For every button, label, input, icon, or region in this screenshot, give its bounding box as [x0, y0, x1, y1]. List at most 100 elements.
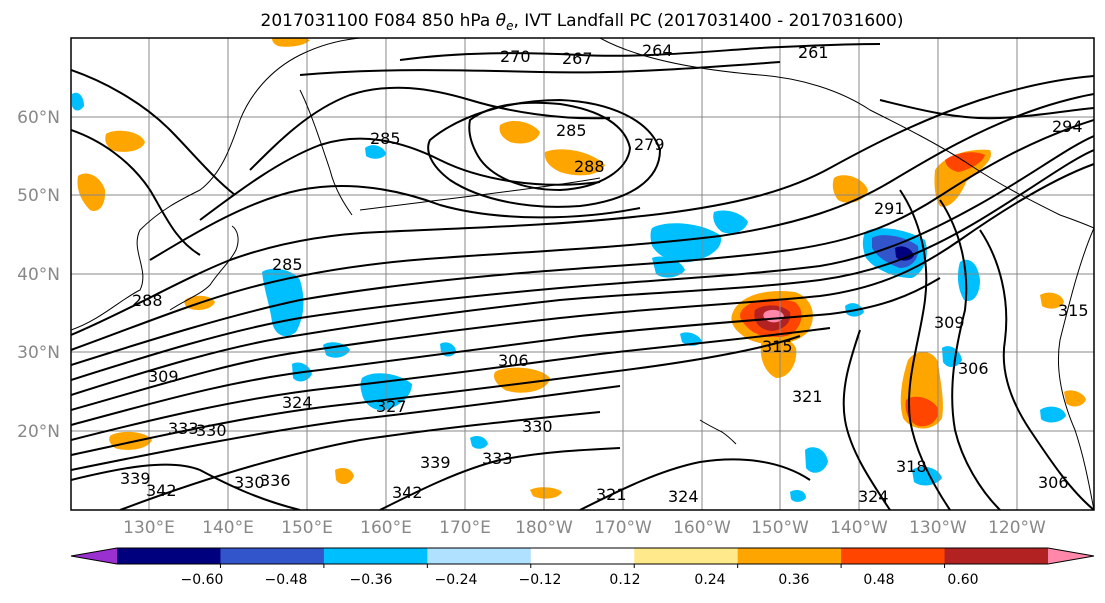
- contour-label: 279: [634, 135, 665, 154]
- colorbar-tick-label: −0.24: [435, 572, 478, 588]
- contour-line: [71, 75, 1094, 336]
- colorbar-tick-label: 0.12: [609, 572, 640, 588]
- contour-line: [149, 185, 641, 261]
- negative-anomaly-patch: [680, 332, 702, 346]
- contour-line: [899, 189, 951, 510]
- contour-label: 342: [146, 481, 177, 500]
- contour-label: 291: [874, 199, 905, 218]
- negative-anomaly-patch: [1040, 406, 1066, 423]
- colorbar-tick-label: 0.48: [863, 572, 894, 588]
- positive-anomaly-patch: [905, 396, 939, 427]
- colorbar-tick-label: −0.12: [519, 572, 562, 588]
- colorbar-segments: [71, 548, 1094, 564]
- contour-label: 330: [522, 417, 553, 436]
- colorbar: −0.60 −0.48 −0.36 −0.24 −0.12 0.12 0.24 …: [70, 547, 1095, 588]
- colorbar-segment: [944, 548, 1049, 564]
- contour-label: 288: [132, 291, 163, 310]
- contour-label: 285: [272, 255, 303, 274]
- negative-anomaly-patch: [790, 490, 806, 502]
- contour-line: [71, 135, 1094, 381]
- lon-label: 120°W: [988, 518, 1046, 538]
- colorbar-segment: [220, 548, 325, 564]
- contour-line: [71, 277, 941, 426]
- contour-line: [71, 385, 621, 471]
- lat-label: 40°N: [17, 265, 60, 285]
- colorbar-tick-label: 0.60: [947, 572, 978, 588]
- positive-anomaly-patch: [105, 130, 145, 152]
- contour-label: 324: [282, 393, 313, 412]
- colorbar-tick-label: 0.36: [778, 572, 809, 588]
- contour-line: [299, 61, 781, 76]
- contour-label: 336: [260, 471, 291, 490]
- colorbar-segment: [323, 548, 428, 564]
- contour-line: [71, 69, 236, 196]
- lon-label: 160°W: [673, 518, 731, 538]
- colorbar-tick-label: −0.48: [265, 572, 308, 588]
- negative-anomaly-patch: [957, 259, 980, 302]
- lon-label: 130°E: [123, 518, 175, 538]
- contour-label: 306: [958, 359, 989, 378]
- contour-line: [71, 335, 801, 456]
- coastline-namerica: [1057, 227, 1094, 510]
- negative-anomaly-patch: [912, 466, 942, 486]
- negative-anomaly-patch: [470, 436, 488, 449]
- positive-anomaly-patch: [499, 120, 540, 144]
- contour-line: [71, 163, 1094, 411]
- contour-label: 342: [392, 483, 423, 502]
- contour-label: 264: [642, 41, 673, 60]
- positive-anomaly-patch: [1064, 390, 1086, 407]
- contour-label: 324: [858, 487, 889, 506]
- contour-label: 288: [574, 157, 605, 176]
- contour-label: 267: [562, 49, 593, 68]
- contour-line: [579, 458, 811, 510]
- contour-label: 330: [234, 473, 265, 492]
- contour-label: 270: [500, 47, 531, 66]
- colorbar-segment: [841, 548, 946, 564]
- colorbar-segment: [737, 548, 842, 564]
- positive-anomaly-patch: [544, 149, 605, 176]
- contour-line: [71, 93, 1094, 351]
- figure-title: 2017031100 F084 850 hPa θe, IVT Landfall…: [261, 11, 904, 33]
- contour-line: [71, 327, 831, 441]
- contour-label: 318: [896, 457, 927, 476]
- latitude-labels: 60°N 50°N 40°N 30°N 20°N: [17, 108, 60, 442]
- lon-label: 150°E: [281, 518, 333, 538]
- colorbar-segment: [530, 548, 635, 564]
- coastline-hawaii: [699, 419, 737, 445]
- coastlines: [71, 38, 1094, 510]
- contour-line: [468, 101, 632, 192]
- positive-anomaly-patch: [272, 38, 310, 47]
- coastline-asia: [71, 38, 361, 331]
- colorbar-segment: [427, 548, 532, 564]
- contour-label: 261: [798, 43, 829, 62]
- contour-line: [379, 447, 621, 510]
- lat-label: 50°N: [17, 186, 60, 206]
- colorbar-segment: [117, 548, 221, 564]
- contour-label: 306: [498, 351, 529, 370]
- coastline-alaska: [599, 38, 1094, 229]
- contour-line: [939, 199, 1001, 510]
- contour-line: [249, 86, 611, 171]
- positive-anomaly-patch: [1040, 292, 1064, 309]
- colorbar-outline: [70, 547, 1095, 565]
- colorbar-tick-label: −0.36: [350, 572, 393, 588]
- contour-line: [71, 463, 301, 510]
- coastline-kamchatka: [299, 89, 353, 216]
- map-plot-area: 270 267 264 261 285 285 279 288 288 285 …: [71, 38, 1094, 510]
- contour-label: 306: [1038, 473, 1069, 492]
- colorbar-segment: [634, 548, 739, 564]
- positive-anomaly-patch: [494, 367, 550, 393]
- contour-line: [71, 149, 1094, 396]
- contour-label: 333: [482, 449, 513, 468]
- negative-anomaly-patch: [650, 223, 722, 263]
- lon-label: 170°E: [439, 518, 491, 538]
- contour-label: 315: [1058, 301, 1089, 320]
- contour-line: [842, 329, 891, 510]
- contour-line: [979, 229, 1094, 510]
- positive-anomaly-patch: [77, 173, 106, 212]
- contour-line: [71, 129, 201, 256]
- contour-label: 315: [762, 337, 793, 356]
- contour-line: [199, 137, 601, 221]
